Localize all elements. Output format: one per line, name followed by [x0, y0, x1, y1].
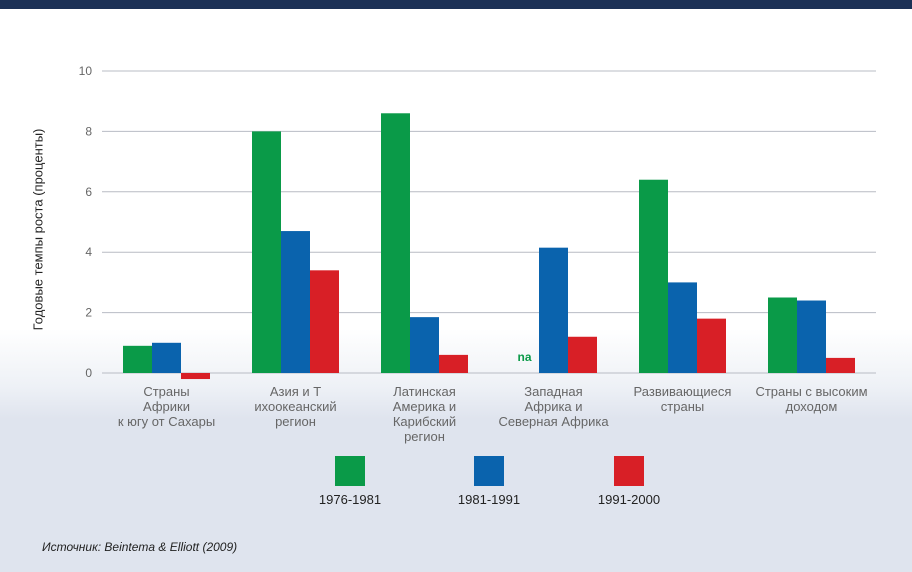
- bar: [568, 336, 597, 373]
- top-bar: [0, 0, 912, 9]
- legend-label: 1981-1991: [457, 492, 521, 507]
- legend-label: 1976-1981: [318, 492, 382, 507]
- legend-swatch: [335, 456, 365, 486]
- legend-label: 1991-2000: [597, 492, 661, 507]
- x-tick-label: Развивающиеся: [634, 384, 732, 399]
- bar: [123, 345, 152, 373]
- x-tick-label: ихоокеанский: [254, 399, 336, 414]
- bar: [539, 247, 568, 373]
- legend-item-1976-1981: 1976-1981: [290, 456, 410, 507]
- x-tick-label: регион: [275, 414, 316, 429]
- y-tick-label: 10: [79, 64, 93, 78]
- legend-item-1991-2000: 1991-2000: [569, 456, 689, 507]
- legend-swatch: [474, 456, 504, 486]
- x-tick-label: Карибский: [393, 414, 456, 429]
- bar: [381, 113, 410, 373]
- bar-annotation: na: [517, 350, 531, 364]
- bar: [439, 354, 468, 373]
- x-tick-label: к югу от Сахары: [118, 414, 215, 429]
- bar: [310, 270, 339, 373]
- x-tick-label: доходом: [786, 399, 838, 414]
- bar: [152, 342, 181, 373]
- y-tick-label: 8: [85, 124, 92, 138]
- y-axis-label: Годовые темпы роста (проценты): [30, 128, 46, 331]
- bar: [281, 231, 310, 373]
- bar: [826, 357, 855, 373]
- x-tick-label: Америка и: [393, 399, 456, 414]
- x-tick-label: страны: [661, 399, 704, 414]
- y-tick-label: 4: [85, 245, 92, 259]
- bar: [697, 318, 726, 373]
- x-tick-label: Северная Африка: [498, 414, 609, 429]
- bar: [410, 317, 439, 373]
- source-note: Источник: Beintema & Elliott (2009): [42, 540, 238, 554]
- x-tick-label: регион: [404, 429, 445, 444]
- bar: [768, 297, 797, 373]
- bar: [797, 300, 826, 373]
- legend-item-1981-1991: 1981-1991: [429, 456, 549, 507]
- bar: [252, 131, 281, 373]
- x-tick-label: Латинская: [393, 384, 456, 399]
- x-tick-label: Азия и Т: [270, 384, 321, 399]
- x-tick-label: Страны: [143, 384, 189, 399]
- bar: [639, 179, 668, 373]
- bar: [668, 282, 697, 373]
- x-tick-label: Африка и: [524, 399, 582, 414]
- x-tick-label: Африки: [143, 399, 190, 414]
- legend-swatch: [614, 456, 644, 486]
- x-tick-label: Страны с высоким: [755, 384, 867, 399]
- y-tick-label: 6: [85, 185, 92, 199]
- bar: [181, 373, 210, 380]
- y-tick-label: 2: [85, 306, 92, 320]
- x-tick-label: Западная: [524, 384, 582, 399]
- y-tick-label: 0: [85, 366, 92, 380]
